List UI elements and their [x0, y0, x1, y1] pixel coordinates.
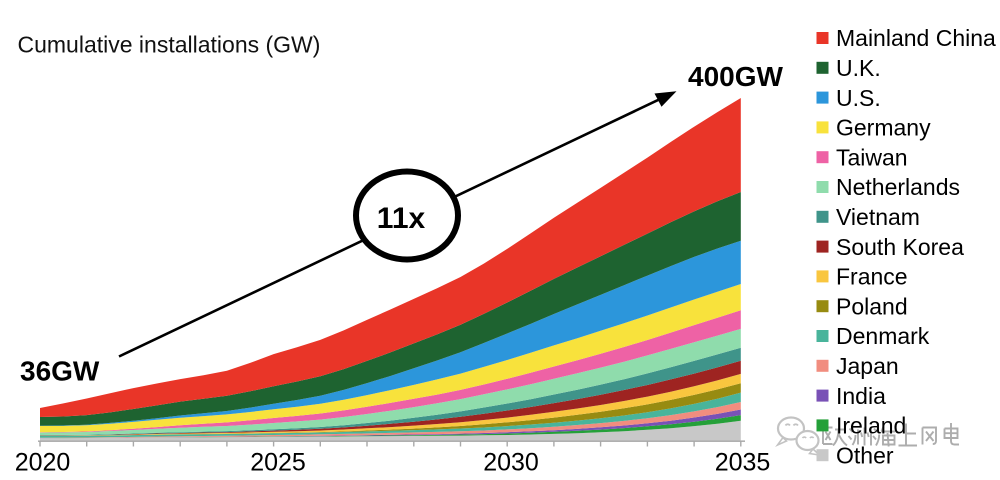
svg-text:Netherlands: Netherlands: [836, 174, 960, 200]
svg-text:Mainland China: Mainland China: [836, 25, 996, 51]
svg-text:2020: 2020: [15, 449, 71, 477]
svg-text:11x: 11x: [377, 202, 426, 235]
svg-text:36GW: 36GW: [20, 356, 100, 387]
svg-text:400GW: 400GW: [688, 61, 783, 92]
svg-text:U.S.: U.S.: [836, 85, 881, 111]
svg-text:Japan: Japan: [836, 353, 899, 379]
svg-text:Ireland: Ireland: [836, 413, 906, 439]
svg-text:2030: 2030: [483, 449, 539, 477]
svg-text:Other: Other: [836, 442, 894, 468]
svg-text:Cumulative installations (GW): Cumulative installations (GW): [18, 32, 321, 58]
svg-text:Germany: Germany: [836, 115, 931, 141]
svg-text:South Korea: South Korea: [836, 234, 964, 260]
svg-text:Taiwan: Taiwan: [836, 144, 908, 170]
svg-text:India: India: [836, 383, 886, 409]
svg-text:2025: 2025: [250, 449, 306, 477]
svg-text:U.K.: U.K.: [836, 55, 881, 81]
svg-text:Vietnam: Vietnam: [836, 204, 920, 230]
svg-text:Denmark: Denmark: [836, 323, 930, 349]
svg-text:Poland: Poland: [836, 293, 908, 319]
svg-text:France: France: [836, 264, 908, 290]
svg-text:2035: 2035: [715, 449, 771, 477]
